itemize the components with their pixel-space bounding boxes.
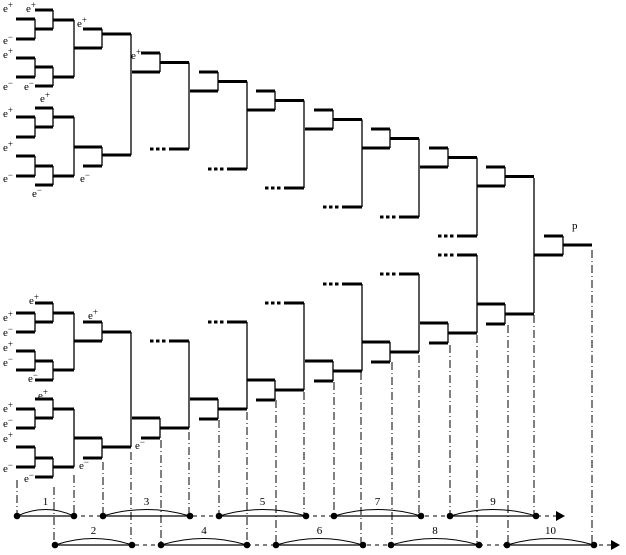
particle-label: e− [32,185,42,200]
interval-end-dot [532,512,540,520]
interval-arc [16,509,75,517]
particle-label: e+ [77,15,87,30]
particle-label: e− [3,460,13,475]
interval-arc [218,509,307,517]
particle-label: e+ [29,292,39,307]
timeline-row2-arrow-icon [611,540,620,550]
particle-label: e+ [3,339,13,354]
interval-start-dot [387,541,395,549]
particle-label: e+ [3,430,13,445]
particle-label: e+ [88,307,98,322]
interval-end-dot [417,512,425,520]
interval-number: 9 [490,496,496,508]
particle-label: e+ [3,400,13,415]
interval-start-dot [51,541,59,549]
particle-label: e− [24,470,34,485]
interval-start-dot [446,512,454,520]
interval-start-dot [215,512,223,520]
interval-start-dot [157,541,165,549]
particle-label: e+ [26,0,36,15]
particle-label: e− [3,415,13,430]
particle-label: e+ [38,387,48,402]
interval-start-dot [272,541,280,549]
interval-start-dot [99,512,107,520]
particle-label: e+ [3,105,13,120]
particle-label: e− [3,78,13,93]
interval-end-dot [128,541,136,549]
product-label-p: p [572,220,578,232]
interval-number: 2 [91,525,97,537]
interval-end-dot [590,541,598,549]
interval-number: 10 [545,525,557,537]
interval-start-dot [330,512,338,520]
particle-label: e− [135,437,145,452]
interval-number: 6 [317,525,323,537]
timeline-row1-arrow-icon [556,511,565,521]
interval-end-dot [243,541,251,549]
interval-arc [449,509,537,517]
particle-label: e+ [3,139,13,154]
interval-arc [506,538,595,546]
interval-end-dot [186,512,194,520]
interval-number: 7 [375,496,381,508]
particle-label: e+ [3,309,13,324]
interval-arc [390,538,480,546]
interval-start-dot [503,541,511,549]
interval-number: 1 [43,496,49,508]
interval-start-dot [13,512,21,520]
particle-label: e− [79,457,89,472]
interval-arc [160,538,248,546]
particle-label: e− [24,78,34,93]
particle-label: e+ [3,46,13,61]
interval-arc [102,509,191,517]
interval-arc [275,538,364,546]
interval-end-dot [70,512,78,520]
particle-label: e− [3,170,13,185]
particle-label: e− [3,354,13,369]
interval-arc [333,509,422,517]
interval-number: 5 [260,496,266,508]
particle-label: e− [3,32,13,47]
particle-label: e+ [131,47,141,62]
particle-label: e− [80,170,90,185]
interval-arc [54,538,133,546]
interval-end-dot [475,541,483,549]
interval-number: 3 [144,496,150,508]
particle-label: e− [28,370,38,385]
interval-number: 4 [201,525,207,537]
particle-label: e+ [40,90,50,105]
interval-end-dot [302,512,310,520]
interval-end-dot [359,541,367,549]
particle-label: e+ [3,0,13,15]
particle-label: e− [3,324,13,339]
interval-number: 8 [432,525,438,537]
